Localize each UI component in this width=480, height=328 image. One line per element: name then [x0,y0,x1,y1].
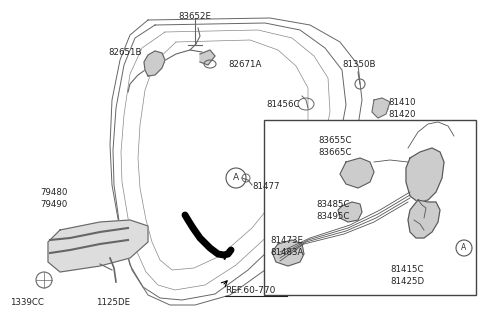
Polygon shape [372,98,390,118]
Text: 81483A: 81483A [270,248,303,257]
Polygon shape [408,200,440,238]
Text: 81473E: 81473E [270,236,303,245]
Text: 1339CC: 1339CC [10,298,44,307]
Text: 83665C: 83665C [318,148,351,157]
Polygon shape [48,220,148,272]
Text: 82651B: 82651B [108,48,142,57]
Text: 81350B: 81350B [342,60,375,69]
Text: 83652E: 83652E [179,12,212,21]
Text: 83485C: 83485C [316,200,349,209]
Text: 81425D: 81425D [390,277,424,286]
Polygon shape [144,51,165,76]
Text: 83495C: 83495C [316,212,349,221]
Polygon shape [338,202,362,222]
Text: 83655C: 83655C [318,136,351,145]
Text: REF.60-770: REF.60-770 [225,286,276,295]
Text: 79480: 79480 [40,188,67,197]
Polygon shape [340,158,374,188]
Text: 81420: 81420 [388,110,416,119]
Ellipse shape [376,103,388,113]
Polygon shape [272,240,304,266]
Text: 81415C: 81415C [390,265,423,274]
Text: 81456C: 81456C [266,100,300,109]
Text: 1125DE: 1125DE [96,298,130,307]
Polygon shape [406,148,444,202]
Text: 81410: 81410 [388,98,416,107]
Text: A: A [233,174,239,182]
Bar [264,120,476,295]
Text: 81477: 81477 [252,182,279,191]
Text: A: A [461,243,467,253]
Text: 82671A: 82671A [228,60,262,69]
Polygon shape [200,50,215,65]
Text: 79490: 79490 [40,200,67,209]
